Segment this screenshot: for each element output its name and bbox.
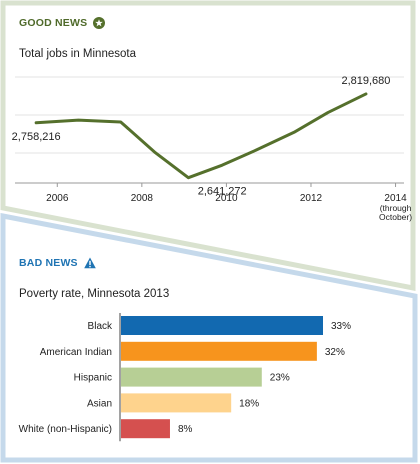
- bar: [121, 419, 170, 439]
- bar: [121, 316, 323, 335]
- x-tick-label: 2014 (through October): [379, 193, 412, 222]
- category-label: Asian: [87, 398, 112, 409]
- category-label: Hispanic: [74, 373, 112, 384]
- x-tick-label: 2008: [131, 193, 154, 204]
- bar: [121, 393, 232, 413]
- warning-icon: [83, 257, 96, 269]
- x-tick-label: 2010: [215, 193, 238, 204]
- value-label: 8%: [178, 424, 193, 435]
- bad-news-heading: BAD NEWS: [19, 257, 96, 269]
- value-label: 18%: [239, 398, 259, 409]
- jobs-line-chart: 2006 2008 2010 2012 2014 (through October) 2,75…: [12, 75, 413, 222]
- jobs-series-line: [34, 92, 368, 180]
- x-tick-label: 2006: [46, 193, 69, 204]
- bar: [121, 341, 317, 361]
- bad-news-panel: [0, 212, 418, 463]
- value-label: 23%: [270, 373, 290, 384]
- poverty-chart-subtitle: Poverty rate, Minnesota 2013: [19, 288, 170, 300]
- good-news-panel: [0, 0, 416, 292]
- category-label: Black: [88, 321, 113, 332]
- value-label: 32%: [325, 347, 345, 358]
- value-label: 33%: [331, 321, 351, 332]
- category-label: White (non-Hispanic): [19, 424, 112, 435]
- bar: [121, 367, 262, 387]
- category-label: American Indian: [40, 347, 112, 358]
- data-label: 2,641,272: [198, 186, 247, 198]
- x-tick-label: 2012: [300, 193, 323, 204]
- star-icon: [93, 17, 106, 29]
- data-label: 2,819,680: [341, 75, 390, 87]
- jobs-chart-subtitle: Total jobs in Minnesota: [19, 48, 136, 60]
- data-label: 2,758,216: [12, 131, 61, 143]
- good-news-heading: GOOD NEWS: [19, 17, 106, 29]
- good-news-label: GOOD NEWS: [19, 17, 88, 29]
- bad-news-label: BAD NEWS: [19, 257, 78, 269]
